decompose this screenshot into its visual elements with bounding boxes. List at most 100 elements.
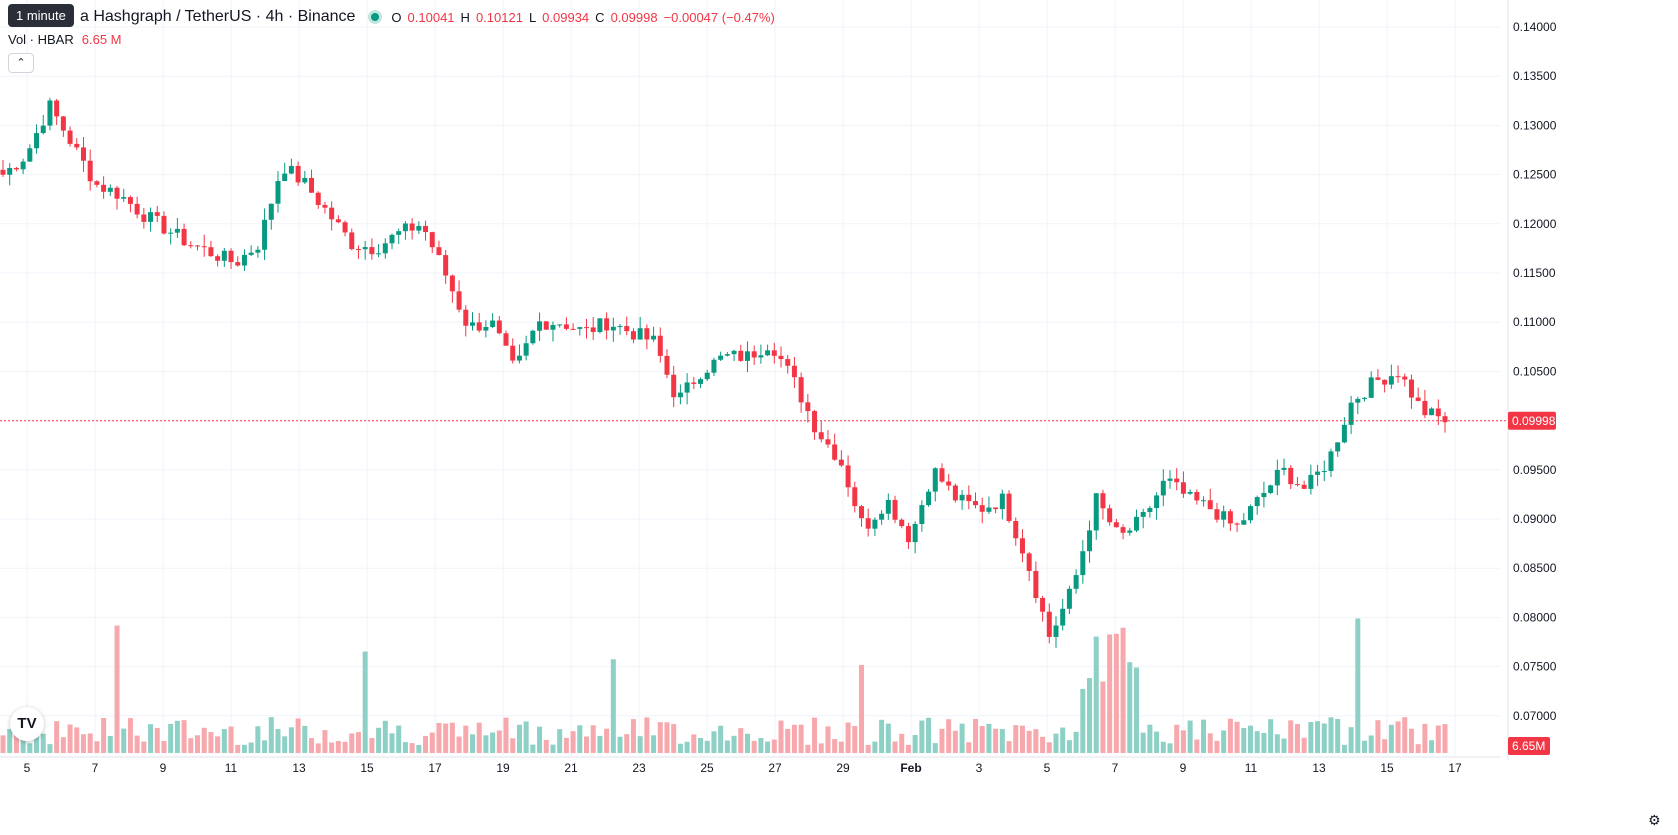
candle — [946, 481, 952, 486]
volume-bar — [765, 741, 771, 753]
volume-bar — [825, 726, 831, 753]
candle — [952, 485, 958, 501]
volume-bar — [221, 729, 227, 753]
x-tick-label: 5 — [24, 761, 31, 775]
volume-bar — [208, 732, 214, 753]
candle — [107, 187, 113, 192]
volume-bar — [778, 720, 784, 753]
volume-bar — [315, 743, 321, 753]
candle — [516, 355, 522, 361]
volume-bar — [570, 731, 576, 753]
volume-bar — [1180, 730, 1186, 753]
candle — [0, 169, 6, 175]
candle — [1221, 511, 1227, 520]
candle — [973, 501, 979, 506]
volume-bar — [449, 722, 455, 753]
candle — [704, 372, 710, 380]
candle — [134, 203, 140, 215]
volume-bar — [1402, 717, 1408, 753]
volume-bar — [1362, 740, 1368, 753]
candle — [590, 327, 596, 333]
volume-bar — [275, 729, 281, 753]
candle — [275, 181, 281, 204]
candle — [208, 247, 214, 257]
x-tick-label: 27 — [768, 761, 782, 775]
candle — [1382, 379, 1388, 385]
candle — [154, 212, 160, 216]
volume-bar — [134, 735, 140, 753]
candle — [1247, 506, 1253, 521]
volume-bar — [832, 739, 838, 753]
chevron-up-icon: ⌃ — [16, 57, 26, 69]
candle — [939, 468, 945, 482]
candle — [54, 100, 60, 117]
candle — [1180, 482, 1186, 494]
volume-bar — [0, 735, 6, 753]
volume-bar — [20, 730, 26, 753]
volume-bar — [771, 739, 777, 753]
y-tick-label: 0.08500 — [1513, 561, 1557, 575]
volume-bar — [80, 734, 86, 753]
volume-bar — [416, 744, 422, 753]
volume-bar — [1234, 721, 1240, 753]
candle — [1019, 538, 1025, 554]
collapse-legend-button[interactable]: ⌃ — [8, 53, 34, 73]
candle — [168, 232, 174, 234]
candle — [993, 507, 999, 510]
candle — [738, 350, 744, 361]
volume-bar — [838, 741, 844, 753]
candle — [74, 143, 80, 148]
candle — [1362, 397, 1368, 399]
volume-bar — [174, 720, 180, 753]
candle — [1160, 480, 1166, 496]
volume-bar — [1415, 744, 1421, 753]
candle — [201, 246, 207, 248]
candle — [825, 439, 831, 445]
gear-icon[interactable]: ⚙ — [1648, 812, 1661, 828]
candle — [47, 100, 53, 126]
volume-bar — [785, 728, 791, 753]
candle — [1429, 408, 1435, 416]
candle — [114, 187, 120, 199]
volume-bar — [751, 740, 757, 753]
candle — [845, 465, 851, 488]
candle — [584, 327, 590, 329]
volume-bar — [698, 737, 704, 753]
tradingview-logo-icon[interactable]: TV — [10, 707, 44, 741]
candle — [510, 345, 516, 361]
volume-bar — [1254, 731, 1260, 753]
volume-bar — [671, 724, 677, 753]
candle — [40, 125, 46, 134]
volume-bar — [503, 717, 509, 753]
volume-bar — [483, 735, 489, 753]
volume-bar — [510, 738, 516, 753]
volume-bar — [443, 723, 449, 753]
volume-bar — [644, 717, 650, 753]
candle — [87, 160, 93, 182]
volume-bar — [295, 718, 301, 753]
candle — [812, 411, 818, 433]
candle — [999, 493, 1005, 510]
volume-bar — [1207, 733, 1213, 753]
candle — [1388, 376, 1394, 385]
x-tick-label: 7 — [92, 761, 99, 775]
x-tick-label: 29 — [836, 761, 850, 775]
volume-bar — [1160, 741, 1166, 753]
volume-bar — [349, 733, 355, 753]
candle — [335, 219, 341, 223]
y-tick-label: 0.09500 — [1513, 463, 1557, 477]
y-tick-label: 0.14000 — [1513, 20, 1557, 34]
candle — [1113, 522, 1119, 528]
volume-legend[interactable]: Vol · HBAR 6.65 M — [8, 32, 122, 47]
volume-bar — [1033, 729, 1039, 753]
candle — [1415, 397, 1421, 401]
low-key: L — [528, 9, 537, 25]
volume-bar — [1442, 724, 1448, 753]
candle — [13, 167, 19, 170]
x-tick-label: 19 — [496, 761, 510, 775]
volume-bar — [1388, 724, 1394, 753]
symbol-title[interactable]: a Hashgraph / TetherUS · 4h · Binance — [80, 8, 356, 25]
volume-bar — [1093, 636, 1099, 753]
volume-bar — [550, 744, 556, 753]
